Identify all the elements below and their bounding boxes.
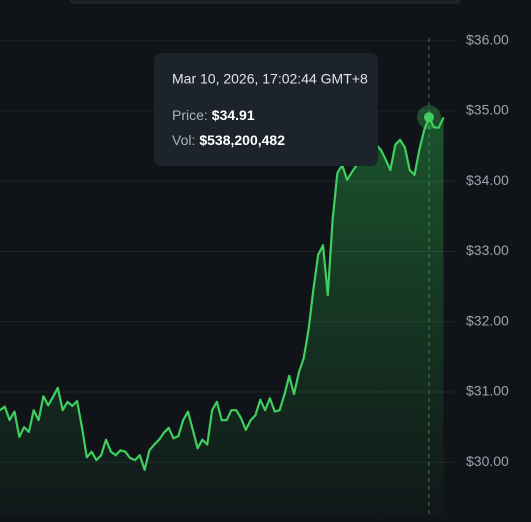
area — [0, 117, 444, 518]
top-panel — [69, 0, 461, 4]
hover-point — [424, 112, 434, 123]
tooltip-vol: Vol: $538,200,482 — [172, 132, 285, 148]
tooltip-price: Price: $34.91 — [172, 107, 255, 123]
y-tick-label: $32.00 — [466, 312, 509, 328]
y-tick-label: $31.00 — [466, 383, 509, 399]
price-label: Price: — [172, 107, 208, 123]
y-tick-label: $35.00 — [466, 102, 509, 118]
y-tick-label: $36.00 — [466, 31, 509, 47]
tooltip-box — [154, 53, 378, 166]
tooltip-date: Mar 10, 2026, 17:02:44 GMT+8 — [172, 71, 368, 87]
y-tick-label: $33.00 — [466, 242, 509, 258]
y-tick-label: $34.00 — [466, 172, 509, 188]
y-tick-label: $30.00 — [466, 453, 509, 469]
vol-label: Vol: — [172, 132, 195, 148]
vol-value: $538,200,482 — [199, 132, 285, 148]
tooltip: Mar 10, 2026, 17:02:44 GMT+8 Price: $34.9… — [154, 53, 378, 166]
price-value: $34.91 — [212, 107, 255, 123]
